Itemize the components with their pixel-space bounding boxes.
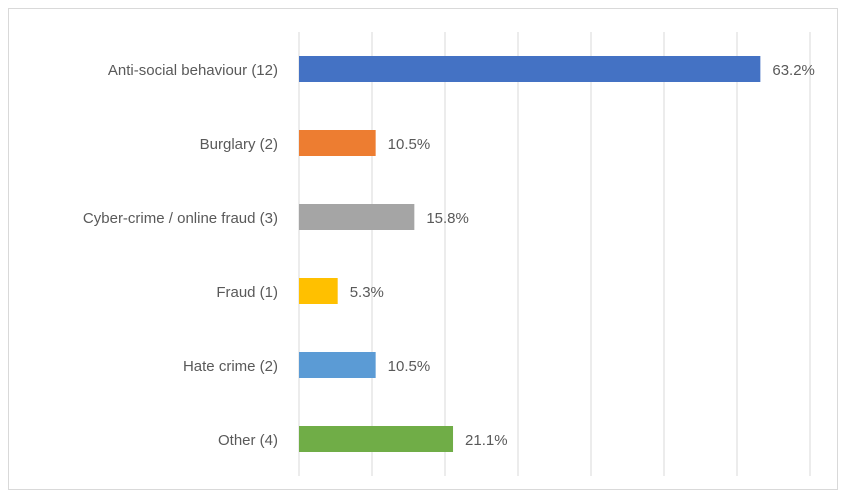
value-label: 21.1% bbox=[465, 432, 508, 449]
category-label: Burglary (2) bbox=[200, 136, 278, 153]
bar bbox=[299, 352, 376, 378]
chart-frame bbox=[8, 8, 838, 490]
bar bbox=[299, 426, 454, 452]
category-label: Fraud (1) bbox=[216, 284, 278, 301]
value-label: 63.2% bbox=[772, 62, 815, 79]
category-label: Other (4) bbox=[218, 432, 278, 449]
category-label: Cyber-crime / online fraud (3) bbox=[83, 210, 278, 227]
bar bbox=[299, 204, 415, 230]
value-label: 15.8% bbox=[426, 210, 469, 227]
bar bbox=[299, 56, 761, 82]
bar bbox=[299, 278, 338, 304]
category-label: Anti-social behaviour (12) bbox=[108, 62, 278, 79]
category-label: Hate crime (2) bbox=[183, 358, 278, 375]
value-label: 10.5% bbox=[388, 136, 431, 153]
value-label: 10.5% bbox=[388, 358, 431, 375]
value-label: 5.3% bbox=[350, 284, 384, 301]
bar bbox=[299, 130, 376, 156]
